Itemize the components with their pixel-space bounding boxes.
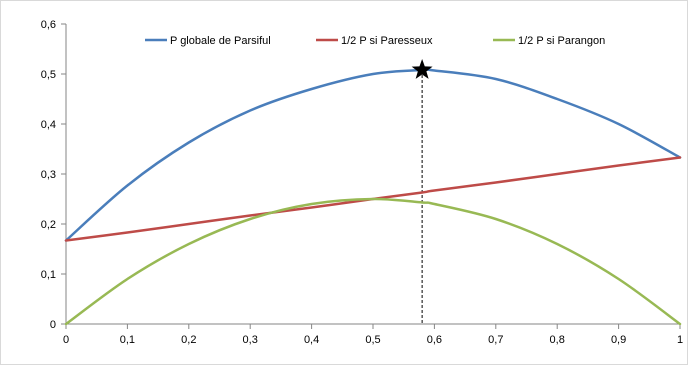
x-tick-label: 0,2 [181,334,196,346]
y-tick-label: 0,6 [41,19,56,31]
legend-item-parangon-label: 1/2 P si Parangon [518,35,605,47]
x-tick-label: 0,1 [120,334,135,346]
x-tick-label: 1 [677,334,683,346]
x-tick-label: 0 [63,334,69,346]
y-tick-label: 0,2 [41,219,56,231]
x-tick-label: 0,9 [611,334,626,346]
y-tick-label: 0,4 [41,119,56,131]
x-tick-label: 0,7 [488,334,503,346]
legend-item-global-label: P globale de Parsiful [170,35,271,47]
y-tick-label: 0,3 [41,169,56,181]
y-tick-label: 0,5 [41,69,56,81]
x-tick-label: 0,6 [427,334,442,346]
y-tick-label: 0,1 [41,269,56,281]
x-tick-label: 0,8 [550,334,565,346]
x-tick-label: 0,5 [365,334,380,346]
legend-item-paresseux-label: 1/2 P si Paresseux [341,35,433,47]
x-tick-label: 0,3 [243,334,258,346]
x-tick-label: 0,4 [304,334,319,346]
y-tick-label: 0 [50,319,56,331]
